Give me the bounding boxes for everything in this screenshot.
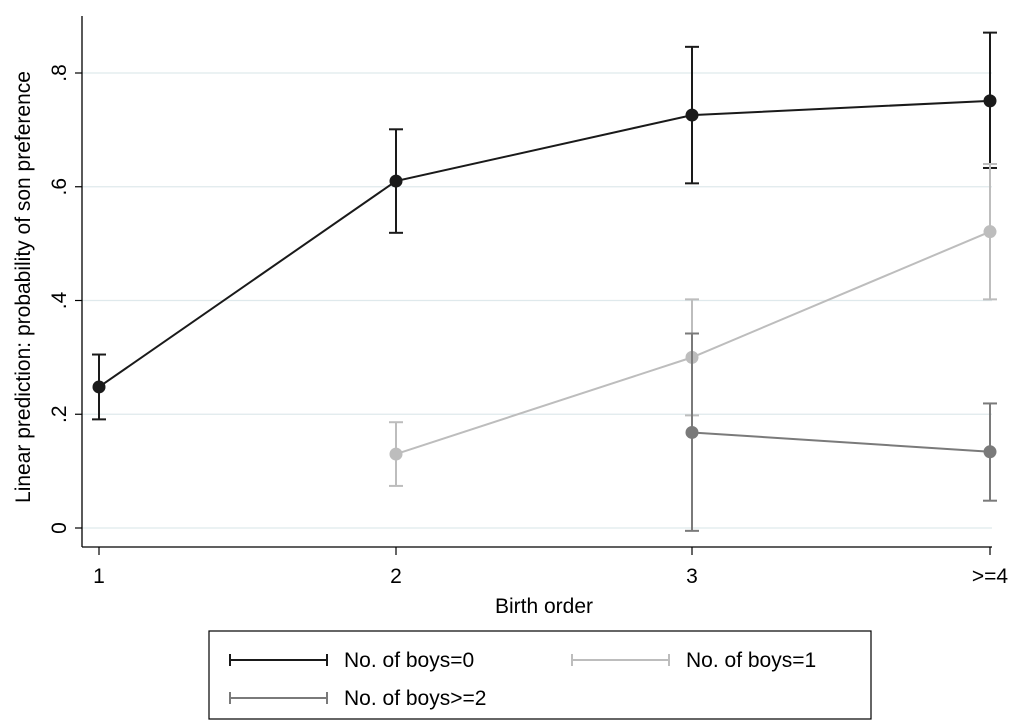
legend-label: No. of boys=1 xyxy=(686,649,816,672)
data-point xyxy=(389,447,403,461)
legend-item: No. of boys=0 xyxy=(229,649,474,672)
legend-label: No. of boys>=2 xyxy=(344,687,486,710)
x-tick-label: 2 xyxy=(390,565,402,588)
series-0 xyxy=(92,31,997,421)
x-tick-label: 1 xyxy=(93,565,105,588)
legend-item: No. of boys>=2 xyxy=(229,687,486,710)
y-tick-label: .8 xyxy=(48,64,71,82)
y-tick-label: .6 xyxy=(48,178,71,196)
x-tick-label: >=4 xyxy=(972,565,1009,588)
x-tick-label: 3 xyxy=(686,565,698,588)
legend: No. of boys=0 No. of boys=1 No. of boys>=2 xyxy=(208,630,872,720)
series-2 xyxy=(685,332,997,532)
series-line xyxy=(98,99,991,388)
y-ticks: 0 .2 .4 .6 .8 xyxy=(48,64,82,534)
data-point xyxy=(685,108,699,122)
x-ticks: 1 2 3 >=4 xyxy=(93,547,1008,588)
y-axis-title: Linear prediction: probability of son pr… xyxy=(12,71,35,503)
y-tick-label: .4 xyxy=(48,291,71,309)
series-layer xyxy=(92,31,997,532)
legend-label: No. of boys=0 xyxy=(344,649,474,672)
data-point xyxy=(983,225,997,239)
legend-item: No. of boys=1 xyxy=(571,649,816,672)
data-point xyxy=(92,380,106,394)
gridlines xyxy=(82,72,992,529)
data-point xyxy=(389,174,403,188)
legend-box xyxy=(208,630,872,720)
y-tick-label: 0 xyxy=(48,522,71,534)
data-point xyxy=(685,425,699,439)
x-axis-title: Birth order xyxy=(495,595,593,618)
y-tick-label: .2 xyxy=(48,405,71,423)
data-point xyxy=(983,94,997,108)
series-line xyxy=(691,431,991,453)
legend-items: No. of boys=0 No. of boys=1 No. of boys>=2 xyxy=(229,649,816,710)
data-point xyxy=(983,445,997,459)
